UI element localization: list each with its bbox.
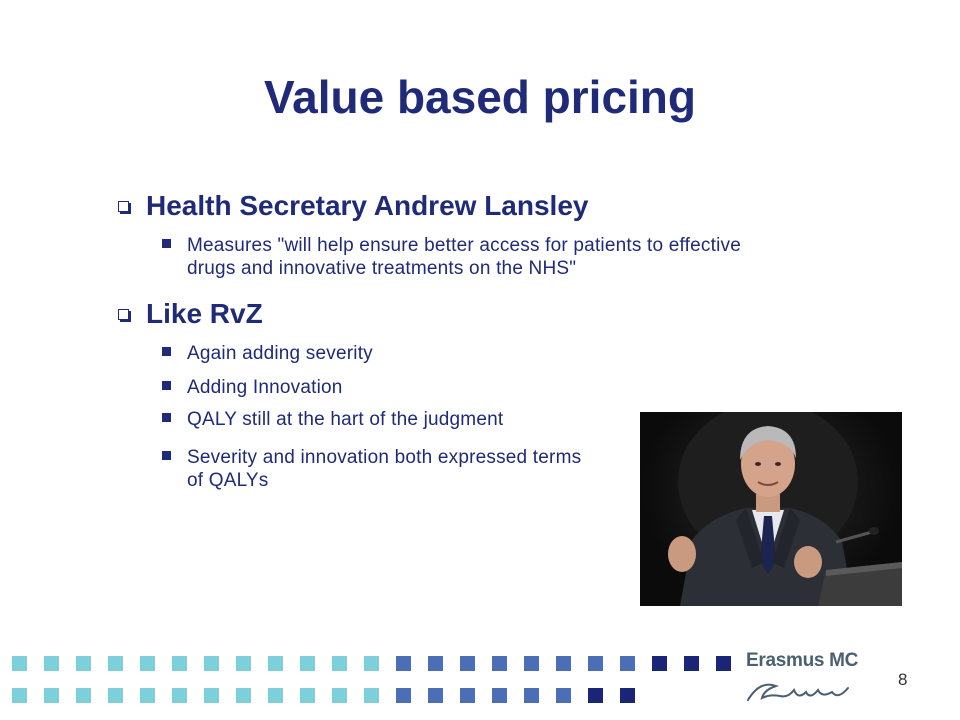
hollow-square-bullet-icon bbox=[118, 201, 129, 212]
decorative-square bbox=[716, 656, 731, 671]
decorative-square bbox=[236, 688, 251, 703]
decorative-square bbox=[396, 656, 411, 671]
decorative-square bbox=[556, 656, 571, 671]
hollow-square-bullet-icon bbox=[118, 309, 129, 320]
logo-wordmark: Erasmus MC bbox=[746, 650, 859, 671]
decorative-square bbox=[332, 656, 347, 671]
decorative-square bbox=[652, 656, 667, 671]
sub-bullet-text: Again adding severity bbox=[187, 343, 373, 364]
decorative-square bbox=[140, 656, 155, 671]
sub-bullet-expressed: Severity and innovation both expressed t… bbox=[162, 446, 602, 492]
decorative-square bbox=[300, 656, 315, 671]
decorative-square bbox=[108, 688, 123, 703]
decorative-square bbox=[428, 656, 443, 671]
sub-bullet-innovation: Adding Innovation bbox=[162, 376, 782, 399]
decorative-square bbox=[396, 688, 411, 703]
sub-bullet-text: Measures "will help ensure better access… bbox=[187, 235, 741, 279]
bullet-heading-text: Like RvZ bbox=[146, 298, 263, 329]
filled-square-bullet-icon bbox=[162, 451, 171, 460]
decorative-square bbox=[140, 688, 155, 703]
decorative-square bbox=[460, 656, 475, 671]
bullet-heading-text: Health Secretary Andrew Lansley bbox=[146, 190, 589, 221]
sub-bullet-text: QALY still at the hart of the judgment bbox=[187, 409, 504, 430]
filled-square-bullet-icon bbox=[162, 347, 171, 356]
decorative-square bbox=[460, 688, 475, 703]
speaker-photo bbox=[640, 412, 902, 606]
decorative-square bbox=[620, 656, 635, 671]
decorative-square bbox=[588, 656, 603, 671]
decorative-square bbox=[300, 688, 315, 703]
sub-bullet-text: Severity and innovation both expressed t… bbox=[187, 447, 582, 491]
decorative-square bbox=[268, 656, 283, 671]
decorative-square bbox=[364, 656, 379, 671]
decorative-square bbox=[588, 688, 603, 703]
decorative-square bbox=[12, 656, 27, 671]
sub-bullet-measures: Measures "will help ensure better access… bbox=[162, 234, 782, 280]
decorative-square bbox=[492, 688, 507, 703]
slide-title: Value based pricing bbox=[263, 71, 697, 123]
decorative-square bbox=[172, 656, 187, 671]
decorative-square bbox=[76, 688, 91, 703]
decorative-square bbox=[492, 656, 507, 671]
decorative-square bbox=[44, 656, 59, 671]
decorative-square bbox=[12, 688, 27, 703]
decorative-square bbox=[428, 688, 443, 703]
sub-bullet-severity: Again adding severity bbox=[162, 342, 782, 365]
decorative-square bbox=[684, 656, 699, 671]
decorative-square bbox=[236, 656, 251, 671]
decorative-square bbox=[364, 688, 379, 703]
sub-bullet-text: Adding Innovation bbox=[187, 377, 343, 398]
filled-square-bullet-icon bbox=[162, 413, 171, 422]
decorative-square bbox=[204, 656, 219, 671]
slide-number: 8 bbox=[898, 670, 908, 689]
decorative-square bbox=[172, 688, 187, 703]
decorative-square bbox=[108, 656, 123, 671]
decorative-square bbox=[204, 688, 219, 703]
decorative-square bbox=[76, 656, 91, 671]
sub-bullet-qaly: QALY still at the hart of the judgment bbox=[162, 408, 782, 431]
speaker-photo-illustration bbox=[668, 412, 902, 606]
decorative-square bbox=[620, 688, 635, 703]
decorative-square bbox=[44, 688, 59, 703]
filled-square-bullet-icon bbox=[162, 381, 171, 390]
logo-signature-icon bbox=[747, 683, 849, 701]
decorative-square bbox=[524, 656, 539, 671]
filled-square-bullet-icon bbox=[162, 239, 171, 248]
decorative-square bbox=[556, 688, 571, 703]
erasmus-mc-logo: Erasmus MC bbox=[740, 650, 860, 708]
decorative-square bbox=[524, 688, 539, 703]
decorative-square bbox=[332, 688, 347, 703]
decorative-square bbox=[268, 688, 283, 703]
